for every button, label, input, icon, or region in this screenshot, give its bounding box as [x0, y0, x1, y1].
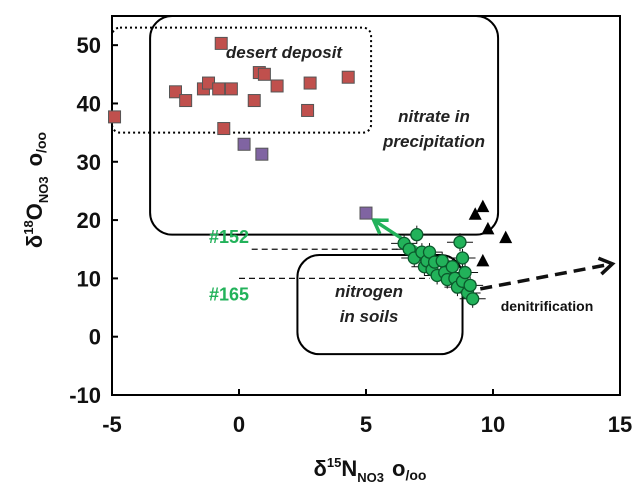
region-label-precipitation-line2: precipitation	[382, 132, 485, 151]
point-0-8	[224, 82, 238, 96]
y-axis-label-main: O	[22, 203, 47, 220]
point-2-1	[476, 199, 490, 213]
y-tick-label-0: -10	[69, 383, 101, 408]
point-0-5	[212, 82, 226, 96]
region-label-desert-deposit: desert deposit	[226, 43, 344, 62]
x-axis-label-sub: NO3	[357, 470, 384, 483]
region-label-soils-line2: in soils	[340, 307, 399, 326]
point-0-7	[217, 122, 231, 136]
point-0-1	[169, 85, 182, 99]
reference-label-1: #165	[209, 284, 249, 304]
region-boundary-1	[149, 15, 500, 236]
point-0-11	[257, 67, 271, 81]
point-3-17	[453, 235, 467, 249]
region-boundary-0	[111, 26, 373, 134]
point-0-2	[179, 94, 193, 108]
reference-label-0: #152	[209, 227, 249, 247]
point-2-4	[476, 253, 490, 267]
y-tick-label-2: 10	[77, 266, 101, 291]
y-tick-label-5: 40	[77, 91, 101, 116]
y-axis-label: δ18ONO3 o/oo	[21, 132, 51, 248]
point-0-15	[341, 70, 355, 84]
y-tick-label-3: 20	[77, 208, 101, 233]
x-tick-label-0: -5	[102, 412, 122, 437]
point-0-9	[247, 94, 261, 108]
point-3-22	[466, 292, 480, 306]
point-2-3	[499, 230, 513, 244]
point-2-0	[468, 207, 482, 220]
point-0-0	[108, 110, 122, 124]
point-3-3	[410, 228, 424, 242]
y-axis-label-unitsub: /oo	[33, 132, 49, 153]
region-boundary-2	[296, 254, 464, 356]
x-axis-label-base: δ	[314, 456, 327, 481]
point-3-23	[455, 251, 470, 265]
x-axis-label: δ15NNO3 o/oo	[314, 455, 427, 483]
arrow-head-1	[597, 256, 616, 276]
y-tick-label-4: 30	[77, 150, 101, 175]
y-axis-label-sup: 18	[21, 220, 36, 234]
arrow-label-denitrification: denitrification	[501, 298, 594, 314]
arrow-head-0	[370, 218, 389, 235]
plot-frame	[111, 15, 621, 396]
ticks-layer: -5 0 5 10 15 -10 0 10 20 30 40 50	[69, 33, 632, 437]
x-tick-label-2: 5	[360, 412, 372, 437]
y-axis-label-base: δ	[22, 235, 47, 248]
point-0-6	[214, 36, 228, 50]
points-layer	[108, 36, 513, 306]
point-2-2	[481, 221, 495, 235]
x-tick-label-3: 10	[481, 412, 505, 437]
y-axis-label-sub: NO3	[36, 176, 51, 203]
x-tick-label-1: 0	[233, 412, 245, 437]
y-axis-label-unit: o	[22, 153, 47, 166]
point-3-19	[458, 265, 472, 280]
y-tick-label-6: 50	[77, 33, 101, 58]
x-axis-label-main: N	[341, 456, 357, 481]
x-axis-label-sup: 15	[327, 455, 341, 470]
reference-lines-layer	[239, 248, 430, 280]
x-axis-label-unit: o	[392, 456, 405, 481]
point-0-14	[303, 76, 317, 90]
point-0-12	[270, 79, 284, 93]
regions-layer	[111, 15, 500, 356]
labels-layer: desert deposit nitrate in precipitation nit…	[209, 43, 593, 326]
point-1-1	[255, 147, 269, 161]
point-1-2	[359, 206, 373, 220]
point-1-0	[237, 137, 251, 151]
x-tick-label-4: 15	[608, 412, 632, 437]
arrow-line-1	[479, 262, 613, 291]
point-0-13	[301, 103, 315, 117]
point-3-14	[445, 260, 460, 274]
y-tick-label-1: 0	[89, 325, 101, 350]
point-3-21	[463, 278, 477, 293]
x-axis-label-unitsub: /oo	[405, 467, 426, 483]
region-label-precipitation-line1: nitrate in	[398, 107, 470, 126]
region-label-soils-line1: nitrogen	[335, 282, 403, 301]
